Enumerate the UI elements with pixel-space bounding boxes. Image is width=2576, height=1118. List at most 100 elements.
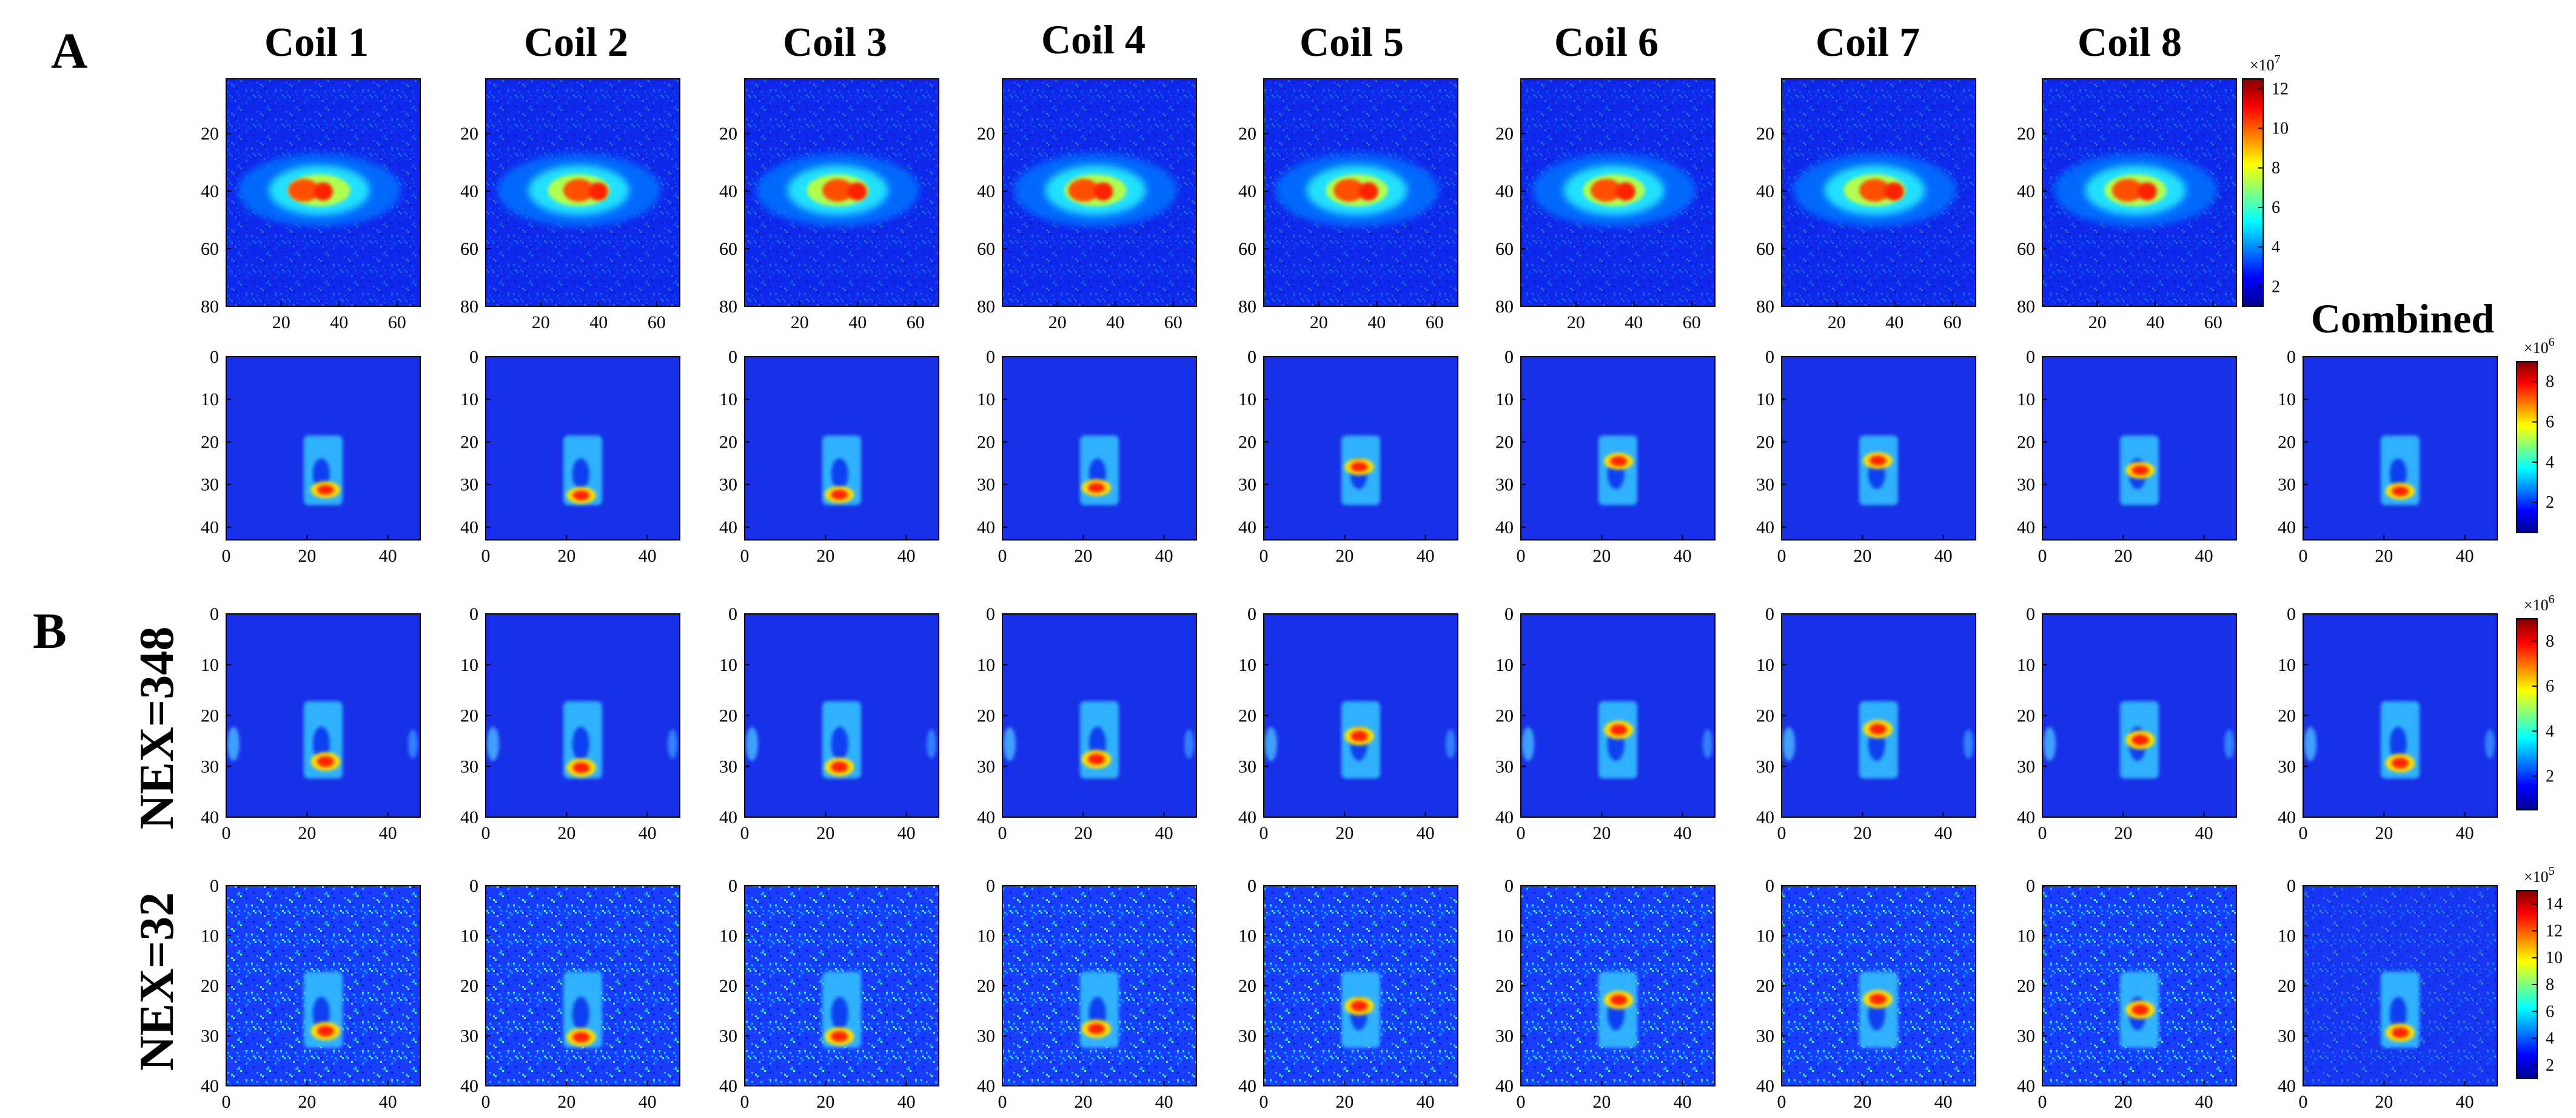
y-tick-label: 0 bbox=[2287, 347, 2296, 367]
x-tick-label: 0 bbox=[481, 546, 491, 566]
ghost-artifact bbox=[1964, 729, 1973, 759]
y-tick-label: 80 bbox=[719, 297, 737, 317]
y-tick-label: 40 bbox=[2278, 1076, 2296, 1096]
y-tick-label: 10 bbox=[719, 926, 737, 946]
y-tick-label: 40 bbox=[2278, 807, 2296, 827]
y-tick-label: 0 bbox=[469, 347, 478, 367]
column-title-coil-5: Coil 5 bbox=[1300, 19, 1404, 65]
ghost-artifact bbox=[1265, 727, 1277, 761]
y-tick-label: 40 bbox=[977, 1076, 995, 1096]
x-tick-label: 20 bbox=[557, 546, 575, 566]
subplot-r1-c4: 20 40 60 20 40 60 80 bbox=[977, 78, 1197, 332]
y-tick-label: 80 bbox=[1756, 297, 1774, 317]
y-tick-label: 0 bbox=[1247, 604, 1256, 624]
y-tick-label: 0 bbox=[728, 876, 737, 896]
y-tick-label: 20 bbox=[1238, 124, 1256, 144]
phantom-void bbox=[2389, 458, 2407, 490]
x-tick-label: 20 bbox=[298, 546, 316, 566]
y-tick-label: 10 bbox=[201, 926, 219, 946]
heatmap-peak bbox=[1615, 182, 1635, 201]
y-tick-label: 0 bbox=[986, 604, 995, 624]
x-tick-label: 40 bbox=[1417, 1092, 1435, 1112]
x-tick-label: 40 bbox=[1417, 823, 1435, 843]
x-tick-label: 20 bbox=[1074, 1092, 1092, 1112]
x-tick-label: 20 bbox=[1335, 823, 1353, 843]
x-tick-label: 20 bbox=[1335, 546, 1353, 566]
x-tick-label: 40 bbox=[1155, 1092, 1173, 1112]
x-tick-label: 40 bbox=[897, 546, 916, 566]
heatmap-peak bbox=[588, 182, 608, 201]
ghost-artifact bbox=[1522, 727, 1534, 761]
x-tick-label: 20 bbox=[2375, 1092, 2393, 1112]
phantom-void bbox=[312, 458, 330, 490]
y-tick-label: 10 bbox=[1495, 389, 1514, 409]
y-tick-label: 0 bbox=[469, 604, 478, 624]
x-tick-label: 0 bbox=[222, 823, 231, 843]
x-tick-label: 20 bbox=[1853, 546, 1871, 566]
y-tick-label: 10 bbox=[201, 389, 219, 409]
x-tick-label: 20 bbox=[272, 312, 290, 332]
y-tick-label: 40 bbox=[719, 807, 737, 827]
colorbar-tick-label: 4 bbox=[2546, 453, 2554, 472]
plot-frame bbox=[1781, 78, 1976, 307]
ghost-artifact bbox=[2044, 727, 2056, 761]
y-tick-label: 0 bbox=[2287, 604, 2296, 624]
phantom-void bbox=[572, 997, 589, 1031]
colorbar-tick-label: 10 bbox=[2272, 120, 2289, 138]
y-tick-label: 0 bbox=[1504, 347, 1514, 367]
y-tick-label: 20 bbox=[719, 976, 737, 996]
intensity-peak bbox=[317, 1025, 334, 1037]
colorbar-tick-label: 4 bbox=[2546, 722, 2554, 741]
colorbar-exponent: ×105 bbox=[2524, 864, 2555, 886]
y-tick-label: 60 bbox=[201, 239, 219, 259]
y-tick-label: 30 bbox=[201, 1026, 219, 1046]
y-tick-label: 60 bbox=[977, 239, 995, 259]
y-tick-label: 40 bbox=[460, 517, 478, 537]
colorbar-scale bbox=[2242, 78, 2264, 307]
y-tick-label: 0 bbox=[210, 876, 219, 896]
y-tick-label: 40 bbox=[1495, 181, 1514, 201]
y-tick-label: 20 bbox=[201, 124, 219, 144]
colorbar-tick-label: 6 bbox=[2272, 198, 2280, 217]
y-tick-label: 20 bbox=[1495, 124, 1514, 144]
y-tick-label: 20 bbox=[1495, 706, 1514, 726]
y-tick-label: 60 bbox=[1756, 239, 1774, 259]
x-tick-label: 40 bbox=[379, 546, 397, 566]
y-tick-label: 10 bbox=[2278, 926, 2296, 946]
intensity-peak bbox=[1869, 994, 1887, 1005]
y-tick-label: 40 bbox=[977, 181, 995, 201]
x-tick-label: 0 bbox=[2299, 1092, 2308, 1112]
y-tick-label: 20 bbox=[201, 976, 219, 996]
x-tick-label: 0 bbox=[998, 823, 1007, 843]
x-tick-label: 40 bbox=[2195, 546, 2213, 566]
x-tick-label: 0 bbox=[2038, 546, 2047, 566]
ghost-artifact bbox=[2304, 727, 2316, 761]
y-tick-label: 30 bbox=[460, 756, 478, 776]
x-tick-label: 20 bbox=[1567, 312, 1585, 332]
y-tick-label: 30 bbox=[201, 475, 219, 495]
intensity-peak bbox=[572, 762, 590, 773]
phantom-void bbox=[312, 727, 330, 761]
heatmap-peak bbox=[1093, 182, 1113, 201]
y-tick-label: 10 bbox=[460, 926, 478, 946]
x-tick-label: 40 bbox=[379, 823, 397, 843]
x-tick-label: 60 bbox=[907, 312, 925, 332]
colorbar-r2: 2 4 6 8 ×106 bbox=[2516, 335, 2555, 533]
plot-frame bbox=[485, 356, 680, 540]
ghost-artifact bbox=[1703, 729, 1712, 759]
heatmap-peak bbox=[1068, 179, 1099, 202]
ghost-artifact bbox=[668, 729, 677, 759]
y-tick-label: 0 bbox=[2026, 876, 2035, 896]
x-tick-label: 20 bbox=[2114, 823, 2132, 843]
x-tick-label: 40 bbox=[1934, 823, 1953, 843]
plot-frame bbox=[1263, 356, 1458, 540]
y-tick-label: 20 bbox=[1756, 124, 1774, 144]
x-tick-label: 20 bbox=[1592, 1092, 1611, 1112]
